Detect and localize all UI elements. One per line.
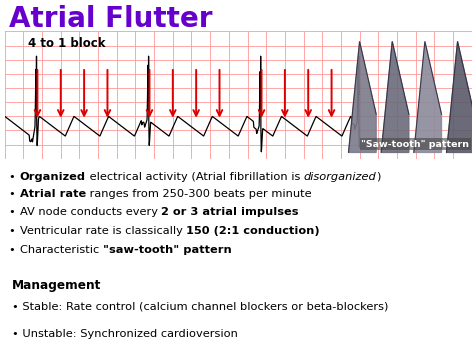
Text: •: •	[9, 245, 20, 254]
Text: Atrial rate: Atrial rate	[20, 189, 86, 199]
Polygon shape	[447, 42, 474, 153]
Text: ): )	[376, 172, 381, 182]
Text: Characteristic: Characteristic	[20, 245, 103, 254]
Text: 4 to 1 block: 4 to 1 block	[28, 37, 106, 50]
Polygon shape	[414, 42, 441, 153]
Text: •: •	[9, 226, 20, 236]
Text: disorganized: disorganized	[304, 172, 376, 182]
Text: electrical activity (Atrial fibrillation is: electrical activity (Atrial fibrillation…	[86, 172, 304, 182]
Polygon shape	[348, 42, 376, 153]
Text: •: •	[9, 189, 20, 199]
Text: Ventricular rate is classically: Ventricular rate is classically	[20, 226, 186, 236]
Text: •: •	[9, 207, 20, 217]
Text: Atrial Flutter: Atrial Flutter	[9, 5, 213, 33]
Text: Organized: Organized	[20, 172, 86, 182]
Text: 2 or 3 atrial impulses: 2 or 3 atrial impulses	[162, 207, 299, 217]
Text: • Stable: Rate control (calcium channel blockers or beta-blockers): • Stable: Rate control (calcium channel …	[12, 301, 388, 311]
Polygon shape	[381, 42, 409, 153]
Text: •: •	[9, 172, 20, 182]
Text: "Saw-tooth" pattern: "Saw-tooth" pattern	[361, 140, 469, 149]
Text: Management: Management	[12, 279, 101, 292]
Text: AV node conducts every: AV node conducts every	[20, 207, 162, 217]
Text: ranges from 250-300 beats per minute: ranges from 250-300 beats per minute	[86, 189, 312, 199]
Text: 150 (2:1 conduction): 150 (2:1 conduction)	[186, 226, 320, 236]
Text: "saw-tooth" pattern: "saw-tooth" pattern	[103, 245, 231, 254]
Text: • Unstable: Synchronized cardioversion: • Unstable: Synchronized cardioversion	[12, 329, 237, 339]
